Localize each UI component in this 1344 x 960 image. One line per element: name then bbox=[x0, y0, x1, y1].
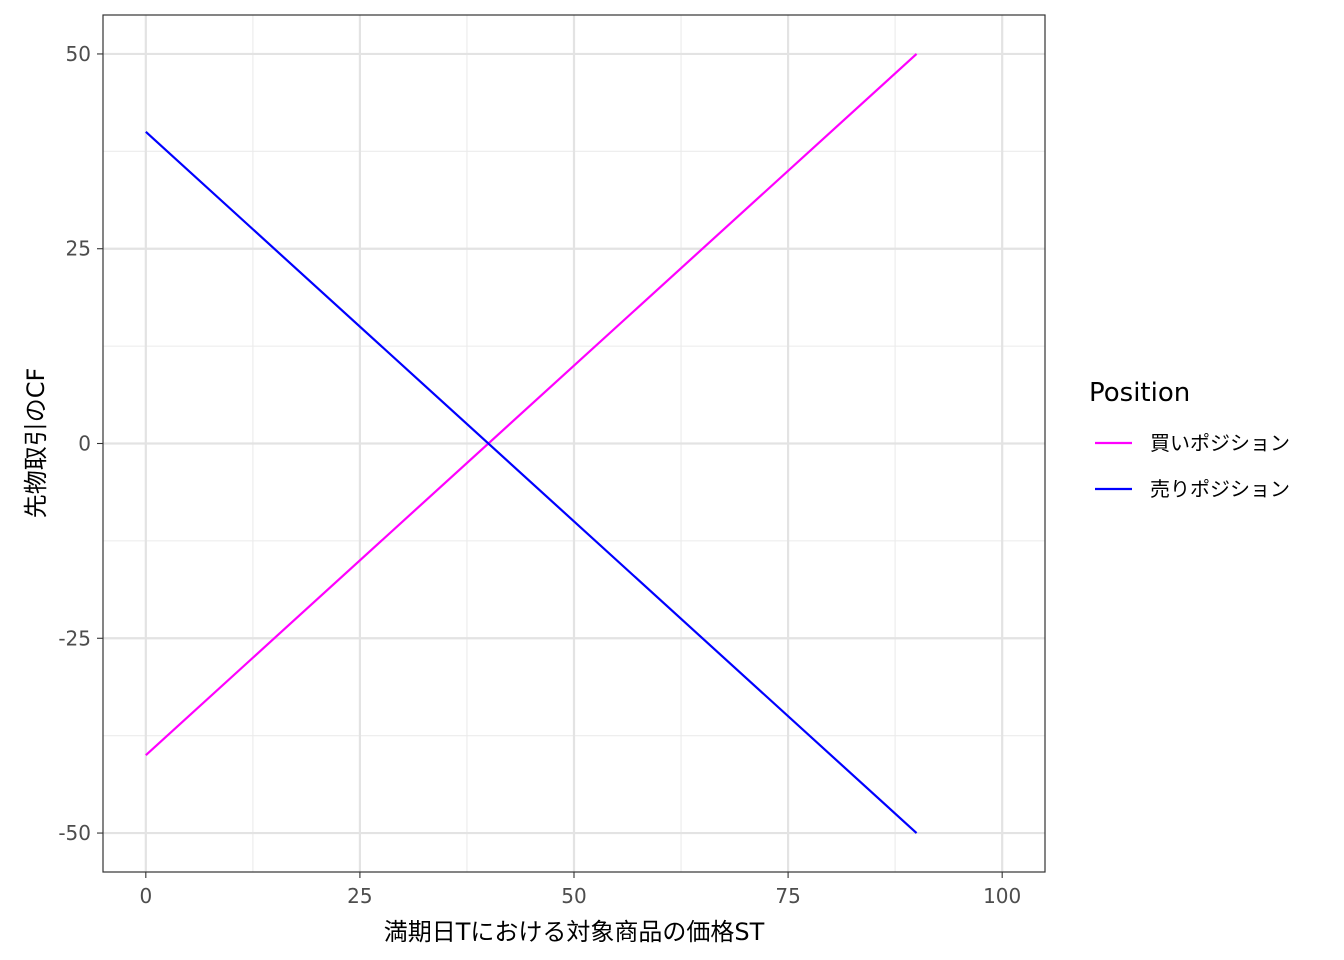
y-tick-label: 50 bbox=[66, 42, 91, 66]
series-lines bbox=[145, 53, 918, 834]
y-axis-ticks: -50 -25 0 25 50 bbox=[58, 42, 103, 845]
x-axis-title: 満期日Tにおける対象商品の価格ST bbox=[384, 918, 765, 946]
y-tick-label: 25 bbox=[66, 237, 91, 261]
legend-label-0: 買いポジション bbox=[1150, 431, 1290, 455]
series-line-0 bbox=[145, 53, 918, 756]
x-tick-label: 25 bbox=[347, 884, 372, 908]
x-tick-label: 0 bbox=[139, 884, 152, 908]
legend-title: Position bbox=[1089, 378, 1190, 408]
x-axis-ticks: 0 25 50 75 100 bbox=[139, 872, 1021, 908]
y-tick-label: -50 bbox=[58, 821, 91, 845]
x-tick-label: 50 bbox=[561, 884, 586, 908]
y-tick-label: 0 bbox=[78, 432, 91, 456]
x-tick-label: 100 bbox=[983, 884, 1021, 908]
y-axis-title: 先物取引のCF bbox=[22, 368, 50, 519]
legend-label-1: 売りポジション bbox=[1150, 477, 1290, 501]
y-tick-label: -25 bbox=[58, 626, 91, 650]
x-tick-label: 75 bbox=[775, 884, 800, 908]
major-gridlines bbox=[103, 15, 1045, 872]
series-line-1 bbox=[145, 131, 918, 834]
